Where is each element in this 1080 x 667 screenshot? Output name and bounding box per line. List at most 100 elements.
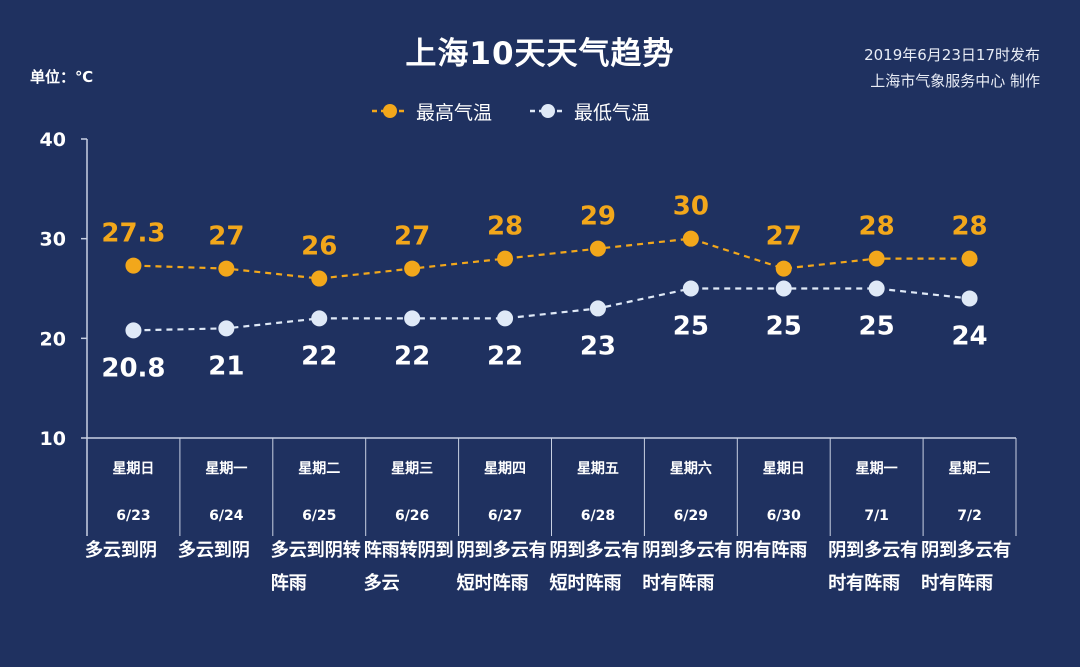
- date-label: 7/2: [957, 508, 982, 524]
- issued-time: 2019年6月23日17时发布: [864, 46, 1040, 64]
- high-temp-label: 30: [673, 192, 709, 222]
- weather-description: 多云到阴转阵雨: [270, 540, 361, 594]
- legend-low: 最低气温: [528, 98, 650, 125]
- y-tick-label: 30: [40, 229, 66, 251]
- weather-description: 阴有阵雨: [735, 540, 808, 561]
- high-temp-label: 29: [580, 202, 616, 232]
- low-temp-label: 20.8: [101, 353, 165, 383]
- legend: 最高气温 最低气温: [370, 96, 686, 126]
- high-temp-point: [868, 250, 885, 267]
- weekday-label: 星期日: [112, 461, 155, 477]
- legend-high-label: 最高气温: [416, 101, 493, 124]
- weekday-label: 星期二: [298, 461, 341, 477]
- low-temp-point: [589, 300, 606, 317]
- low-temp-label: 25: [673, 312, 709, 342]
- low-temp-label: 25: [766, 312, 802, 342]
- weather-description: 阴到多云有时有阵雨: [642, 540, 733, 594]
- day-column: 星期日 6/30: [737, 438, 830, 536]
- date-label: 6/26: [394, 508, 430, 524]
- date-label: 6/28: [580, 508, 616, 524]
- low-temp-point: [218, 320, 235, 337]
- high-temp-label: 27: [394, 222, 430, 252]
- high-temp-point: [311, 270, 328, 287]
- day-column: 星期日 6/23: [87, 438, 180, 536]
- weather-description: 多云到阴: [177, 540, 250, 561]
- low-temp-label: 25: [859, 312, 895, 342]
- high-temp-point: [218, 260, 235, 277]
- low-temp-label: 22: [487, 341, 523, 371]
- high-temp-point: [404, 260, 421, 277]
- date-label: 6/25: [302, 508, 337, 524]
- day-column: 星期三 6/26: [366, 438, 459, 536]
- low-temp-label: 22: [301, 341, 337, 371]
- weather-description: 阴到多云有短时阵雨: [549, 540, 640, 594]
- low-temp-point: [961, 290, 978, 307]
- y-tick-label: 40: [40, 129, 66, 151]
- weekday-label: 星期六: [669, 461, 712, 477]
- weather-description: 阴到多云有短时阵雨: [456, 540, 547, 594]
- high-temp-point: [775, 260, 792, 277]
- low-temp-label: 22: [394, 341, 430, 371]
- weekday-label: 星期五: [576, 461, 619, 477]
- day-column: 星期二 7/2: [923, 438, 1016, 536]
- high-temp-label: 28: [859, 212, 895, 242]
- high-temp-label: 28: [487, 212, 523, 242]
- high-temp-label: 27.3: [101, 219, 165, 249]
- weather-description: 多云到阴: [85, 540, 157, 561]
- weekday-label: 星期一: [205, 461, 248, 477]
- high-temp-label: 27: [766, 222, 802, 252]
- day-column: 星期四 6/27: [459, 438, 552, 536]
- low-temp-series-line: [133, 287, 970, 332]
- low-temp-point: [682, 280, 699, 297]
- weather-description: 阵雨转阴到多云: [363, 540, 454, 594]
- date-label: 6/27: [487, 508, 523, 524]
- legend-high: 最高气温: [370, 98, 492, 125]
- legend-high-marker-icon: [372, 104, 408, 118]
- day-column: 星期一 6/24: [180, 438, 273, 536]
- high-temp-point: [589, 240, 606, 257]
- date-label: 6/29: [673, 508, 708, 524]
- day-column: 星期一 7/1: [830, 438, 923, 536]
- high-temp-point: [125, 257, 142, 274]
- high-temp-point: [682, 230, 699, 247]
- date-label: 6/30: [766, 508, 801, 524]
- low-temp-point: [404, 310, 421, 327]
- low-temp-point: [311, 310, 328, 327]
- weekday-label: 星期三: [391, 461, 434, 477]
- high-temp-label: 26: [301, 232, 337, 262]
- weather-description: 阴到多云有时有阵雨: [921, 540, 1012, 594]
- high-temp-point: [497, 250, 514, 267]
- high-temp-label: 27: [208, 222, 244, 252]
- weekday-label: 星期二: [948, 461, 991, 477]
- weekday-label: 星期一: [855, 461, 898, 477]
- weather-description: 阴到多云有时有阵雨: [828, 540, 919, 594]
- legend-low-label: 最低气温: [574, 101, 651, 124]
- low-temp-point: [125, 322, 142, 339]
- low-temp-point: [497, 310, 514, 327]
- day-column: 星期六 6/29: [644, 438, 737, 536]
- date-label: 6/23: [116, 508, 151, 524]
- day-column: 星期二 6/25: [273, 438, 366, 536]
- legend-low-marker-icon: [530, 104, 567, 118]
- day-column: 星期五 6/28: [552, 438, 645, 536]
- low-temp-point: [775, 280, 792, 297]
- high-temp-label: 28: [951, 212, 987, 242]
- y-tick-label: 20: [40, 328, 66, 350]
- high-temp-series-line: [133, 237, 970, 280]
- low-temp-label: 21: [208, 351, 244, 381]
- low-temp-label: 23: [580, 331, 616, 361]
- weekday-label: 星期日: [762, 461, 805, 477]
- unit-label: 单位：℃: [30, 68, 94, 86]
- y-tick-label: 10: [40, 428, 66, 450]
- weekday-label: 星期四: [484, 461, 527, 477]
- issuer: 上海市气象服务中心 制作: [870, 72, 1040, 90]
- date-label: 6/24: [209, 508, 244, 524]
- low-temp-point: [868, 280, 885, 297]
- high-temp-point: [961, 250, 978, 267]
- low-temp-label: 24: [951, 321, 987, 351]
- date-label: 7/1: [864, 508, 889, 524]
- chart-title: 上海10天天气趋势: [405, 36, 675, 72]
- issue-info: 2019年6月23日17时发布 上海市气象服务中心 制作: [864, 42, 1040, 94]
